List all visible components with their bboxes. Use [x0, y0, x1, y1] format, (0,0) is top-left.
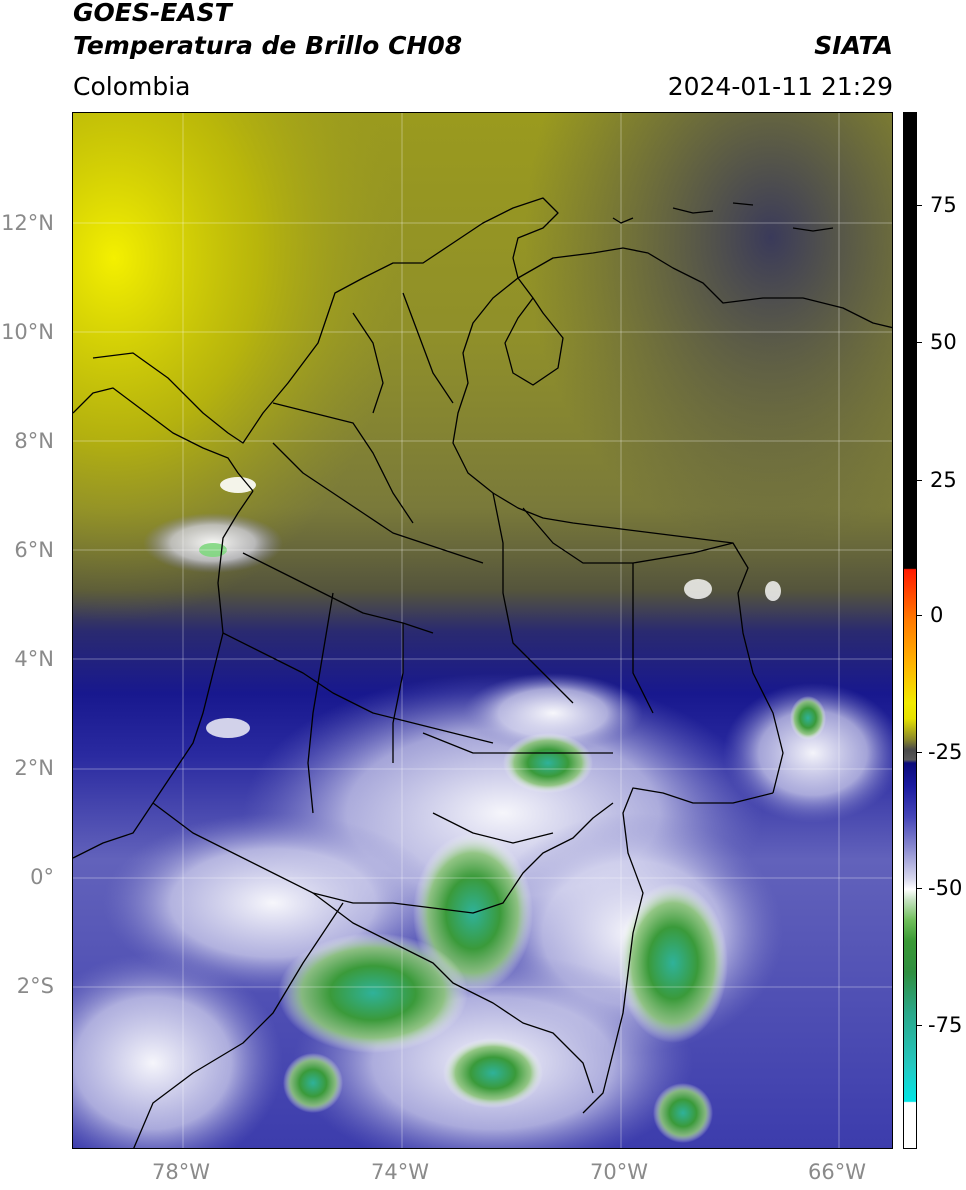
colorbar-tick	[917, 888, 922, 889]
lat-label-6n: 6°N	[14, 538, 54, 562]
lon-label-66w: 66°W	[808, 1160, 866, 1184]
lat-label-12n: 12°N	[1, 211, 54, 235]
region-label: Colombia	[73, 72, 191, 101]
satellite-title: GOES-EAST	[73, 0, 232, 27]
lat-label-0: 0°	[30, 865, 54, 889]
colorbar-label-minus25: -25	[928, 740, 963, 764]
lat-label-8n: 8°N	[14, 429, 54, 453]
colorbar-tick	[917, 480, 922, 481]
lat-label-2s: 2°S	[16, 974, 54, 998]
colorbar-tick	[917, 1025, 922, 1026]
colorbar-label-0: 0	[930, 603, 944, 627]
organization-label: SIATA	[814, 31, 893, 60]
lon-label-74w: 74°W	[371, 1160, 429, 1184]
lat-label-10n: 10°N	[1, 320, 54, 344]
lat-label-2n: 2°N	[14, 756, 54, 780]
colorbar-label-25: 25	[930, 468, 957, 492]
map-canvas	[73, 113, 892, 1148]
product-title: Temperatura de Brillo CH08	[73, 31, 463, 60]
lon-label-70w: 70°W	[590, 1160, 648, 1184]
colorbar-label-75: 75	[930, 193, 957, 217]
colorbar-tick	[917, 752, 922, 753]
colorbar-label-minus50: -50	[928, 876, 963, 900]
colorbar-tick	[917, 205, 922, 206]
temperature-colorbar	[903, 112, 917, 1149]
colorbar-label-minus75: -75	[928, 1013, 963, 1037]
datetime-label: 2024-01-11 21:29	[667, 72, 893, 101]
lat-label-4n: 4°N	[14, 647, 54, 671]
satellite-map[interactable]	[72, 112, 893, 1149]
colorbar-label-50: 50	[930, 330, 957, 354]
colorbar-tick	[917, 342, 922, 343]
colorbar-tick	[917, 615, 922, 616]
lon-label-78w: 78°W	[152, 1160, 210, 1184]
